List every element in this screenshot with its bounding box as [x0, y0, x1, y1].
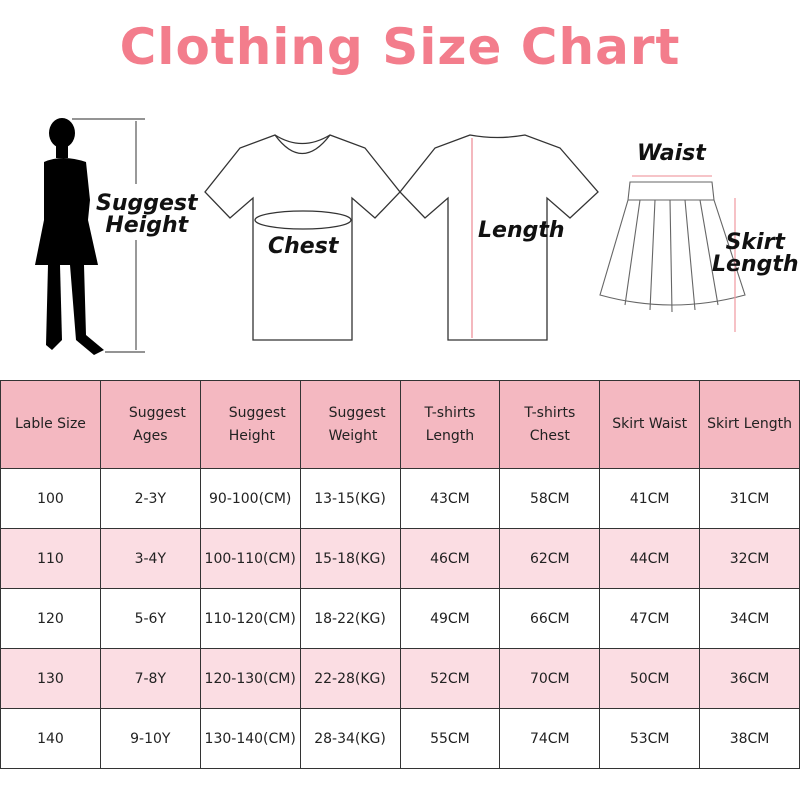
table-cell: 74CM: [499, 708, 601, 769]
label-line: Height: [105, 213, 189, 238]
size-table: Lable Size Suggest Ages Suggest Height S…: [0, 380, 800, 769]
table-cell: 100-110(CM): [199, 528, 301, 589]
tshirt-front-icon: [204, 134, 401, 341]
table-cell: 15-18(KG): [299, 528, 401, 589]
table-cell: 3-4Y: [99, 528, 201, 589]
header-cell: Skirt Length: [699, 380, 800, 469]
table-cell: 13-15(KG): [299, 468, 401, 529]
table-cell: 5-6Y: [99, 588, 201, 649]
table-cell: 31CM: [699, 468, 800, 529]
table-row: 120 5-6Y 110-120(CM) 18-22(KG) 49CM 66CM 47CM 3…: [0, 588, 800, 649]
header-cell: T-shirts Chest: [499, 380, 601, 469]
table-header-row: Lable Size Suggest Ages Suggest Height S…: [0, 380, 800, 469]
length-label: Length: [478, 218, 565, 243]
table-cell: 130-140(CM): [199, 708, 301, 769]
table-row: 100 2-3Y 90-100(CM) 13-15(KG) 43CM 58CM 41CM 31…: [0, 468, 800, 529]
measurement-illustrations: [35, 118, 746, 355]
header-cell: Suggest Weight: [299, 380, 401, 469]
header-cell: T-shirts Length: [399, 380, 501, 469]
table-cell: 22-28(KG): [299, 648, 401, 709]
table-row: 140 9-10Y 130-140(CM) 28-34(KG) 55CM 74CM 53CM…: [0, 708, 800, 769]
table-row: 110 3-4Y 100-110(CM) 15-18(KG) 46CM 62CM 44CM 3…: [0, 528, 800, 589]
table-cell: 110-120(CM): [199, 588, 301, 649]
table-cell: 52CM: [399, 648, 501, 709]
chest-label: Chest: [268, 234, 339, 259]
tshirt-back-icon: [399, 134, 599, 341]
table-cell: 47CM: [599, 588, 701, 649]
table-cell: 46CM: [399, 528, 501, 589]
table-cell: 130: [0, 648, 101, 709]
table-cell: 100: [0, 468, 101, 529]
table-cell: 43CM: [399, 468, 501, 529]
table-cell: 53CM: [599, 708, 701, 769]
height-arrow-icon: [72, 118, 145, 353]
suggest-height-label: Suggest Height: [96, 193, 198, 237]
header-cell: Lable Size: [0, 380, 101, 469]
skirt-length-label: Skirt Length: [712, 232, 799, 276]
table-cell: 120-130(CM): [199, 648, 301, 709]
table-cell: 49CM: [399, 588, 501, 649]
skirt-arrows-icon: [632, 175, 736, 332]
label-line: Suggest: [96, 191, 198, 216]
waist-label: Waist: [637, 141, 706, 166]
table-cell: 110: [0, 528, 101, 589]
table-cell: 41CM: [599, 468, 701, 529]
table-cell: 66CM: [499, 588, 601, 649]
table-cell: 32CM: [699, 528, 800, 589]
table-cell: 28-34(KG): [299, 708, 401, 769]
girl-silhouette-icon: [35, 118, 104, 355]
table-cell: 7-8Y: [99, 648, 201, 709]
table-cell: 90-100(CM): [199, 468, 301, 529]
table-cell: 62CM: [499, 528, 601, 589]
label-line: Skirt: [725, 230, 785, 255]
page-title: Clothing Size Chart: [119, 18, 681, 76]
table-cell: 55CM: [399, 708, 501, 769]
header-cell: Skirt Waist: [599, 380, 701, 469]
table-cell: 44CM: [599, 528, 701, 589]
table-cell: 2-3Y: [99, 468, 201, 529]
table-cell: 34CM: [699, 588, 800, 649]
table-cell: 18-22(KG): [299, 588, 401, 649]
header-cell: Suggest Ages: [99, 380, 201, 469]
header-cell: Suggest Height: [199, 380, 301, 469]
table-cell: 9-10Y: [99, 708, 201, 769]
table-cell: 70CM: [499, 648, 601, 709]
table-cell: 140: [0, 708, 101, 769]
table-cell: 50CM: [599, 648, 701, 709]
skirt-icon: [599, 181, 746, 313]
label-line: Length: [712, 252, 799, 277]
table-row: 130 7-8Y 120-130(CM) 22-28(KG) 52CM 70CM 50CM 3…: [0, 648, 800, 709]
table-cell: 120: [0, 588, 101, 649]
table-cell: 38CM: [699, 708, 800, 769]
table-cell: 36CM: [699, 648, 800, 709]
table-cell: 58CM: [499, 468, 601, 529]
